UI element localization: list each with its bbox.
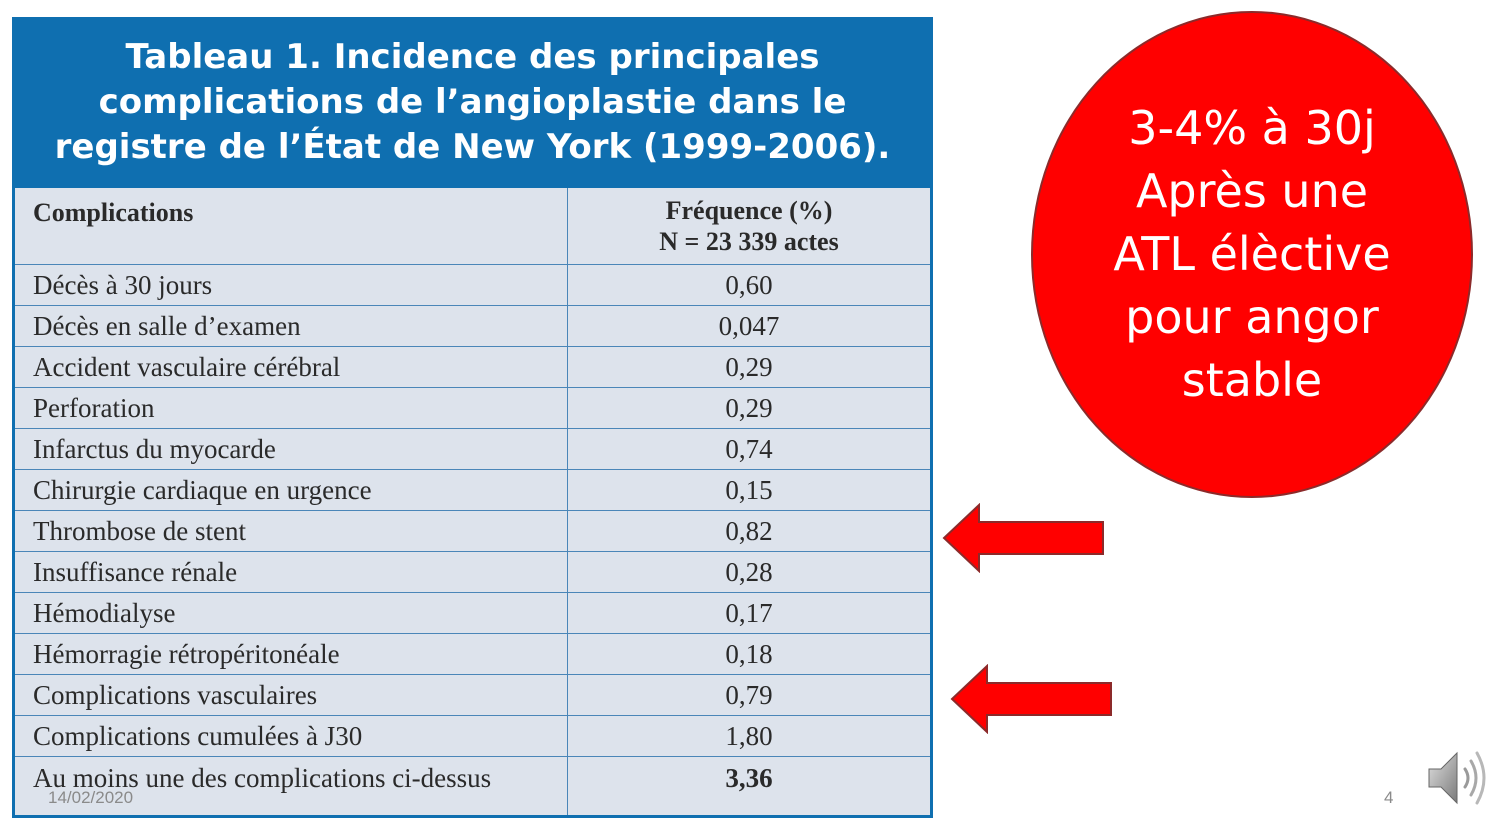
column-header-complications: Complications bbox=[15, 188, 568, 264]
table-title-line: complications de l’angioplastie dans le bbox=[98, 82, 847, 122]
bubble-line: stable bbox=[1181, 353, 1323, 407]
row-value: 0,79 bbox=[725, 679, 773, 710]
row-value: 0,74 bbox=[725, 433, 773, 464]
table-row: Insuffisance rénale 0,28 bbox=[15, 552, 930, 593]
row-value: 0,29 bbox=[725, 392, 773, 423]
table-row: Complications vasculaires 0,79 bbox=[15, 675, 930, 716]
table-row: Thrombose de stent 0,82 bbox=[15, 511, 930, 552]
left-arrow-icon bbox=[942, 503, 1104, 573]
row-value: 0,17 bbox=[725, 597, 773, 628]
row-label: Complications cumulées à J30 bbox=[15, 716, 568, 756]
footer-date: 14/02/2020 bbox=[48, 788, 134, 807]
row-label: Infarctus du myocarde bbox=[15, 429, 568, 469]
table-row: Perforation 0,29 bbox=[15, 388, 930, 429]
row-value: 0,18 bbox=[725, 638, 773, 669]
row-label: Accident vasculaire cérébral bbox=[15, 347, 568, 387]
table-title: Tableau 1. Incidence des principales com… bbox=[15, 17, 930, 188]
row-label: Hémorragie rétropéritonéale bbox=[15, 634, 568, 674]
bubble-line: ATL élèctive bbox=[1113, 227, 1391, 281]
table-row: Infarctus du myocarde 0,74 bbox=[15, 429, 930, 470]
speaker-icon[interactable] bbox=[1423, 745, 1491, 811]
row-label: Au moins une des complications ci-dessus bbox=[15, 757, 568, 815]
row-value: 0,82 bbox=[725, 515, 773, 546]
row-label: Chirurgie cardiaque en urgence bbox=[15, 470, 568, 510]
row-label: Complications vasculaires bbox=[15, 675, 568, 715]
table-row: Accident vasculaire cérébral 0,29 bbox=[15, 347, 930, 388]
row-value: 3,36 bbox=[725, 763, 773, 793]
bubble-line: Après une bbox=[1135, 164, 1369, 218]
column-header-frequency: Fréquence (%) N = 23 339 actes bbox=[568, 188, 930, 264]
row-value: 0,28 bbox=[725, 556, 773, 587]
table-title-line: registre de l’État de New York (1999-200… bbox=[54, 127, 891, 167]
highlight-bubble: 3-4% à 30j Après une ATL élèctive pour a… bbox=[1031, 11, 1473, 498]
table-row: Décès en salle d’examen 0,047 bbox=[15, 306, 930, 347]
row-value: 1,80 bbox=[725, 720, 773, 751]
row-value: 0,047 bbox=[718, 310, 780, 341]
table-header-row: Complications Fréquence (%) N = 23 339 a… bbox=[15, 188, 930, 265]
frequency-header-line: Fréquence (%) bbox=[665, 196, 833, 225]
bubble-line: pour angor bbox=[1125, 290, 1379, 344]
left-arrow-icon bbox=[950, 664, 1112, 734]
table-row-total: Au moins une des complications ci-dessus… bbox=[15, 757, 930, 815]
table-row: Hémodialyse 0,17 bbox=[15, 593, 930, 634]
row-value: 0,60 bbox=[725, 269, 773, 300]
row-label: Thrombose de stent bbox=[15, 511, 568, 551]
table-row: Complications cumulées à J30 1,80 bbox=[15, 716, 930, 757]
table-body: Complications Fréquence (%) N = 23 339 a… bbox=[15, 188, 930, 815]
row-label: Décès en salle d’examen bbox=[15, 306, 568, 346]
complications-table: Tableau 1. Incidence des principales com… bbox=[12, 17, 933, 818]
table-row: Décès à 30 jours 0,60 bbox=[15, 265, 930, 306]
frequency-header-count: N = 23 339 actes bbox=[659, 227, 839, 256]
bubble-line: 3-4% à 30j bbox=[1128, 101, 1376, 155]
table-row: Hémorragie rétropéritonéale 0,18 bbox=[15, 634, 930, 675]
table-title-line: Tableau 1. Incidence des principales bbox=[125, 37, 820, 77]
row-label: Perforation bbox=[15, 388, 568, 428]
table-row: Chirurgie cardiaque en urgence 0,15 bbox=[15, 470, 930, 511]
row-value: 0,15 bbox=[725, 474, 773, 505]
row-label: Hémodialyse bbox=[15, 593, 568, 633]
page-number: 4 bbox=[1384, 788, 1394, 807]
row-label: Insuffisance rénale bbox=[15, 552, 568, 592]
row-value: 0,29 bbox=[725, 351, 773, 382]
row-label: Décès à 30 jours bbox=[15, 265, 568, 305]
